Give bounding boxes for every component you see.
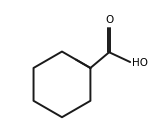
Text: O: O	[105, 15, 113, 25]
Text: HO: HO	[132, 58, 148, 68]
